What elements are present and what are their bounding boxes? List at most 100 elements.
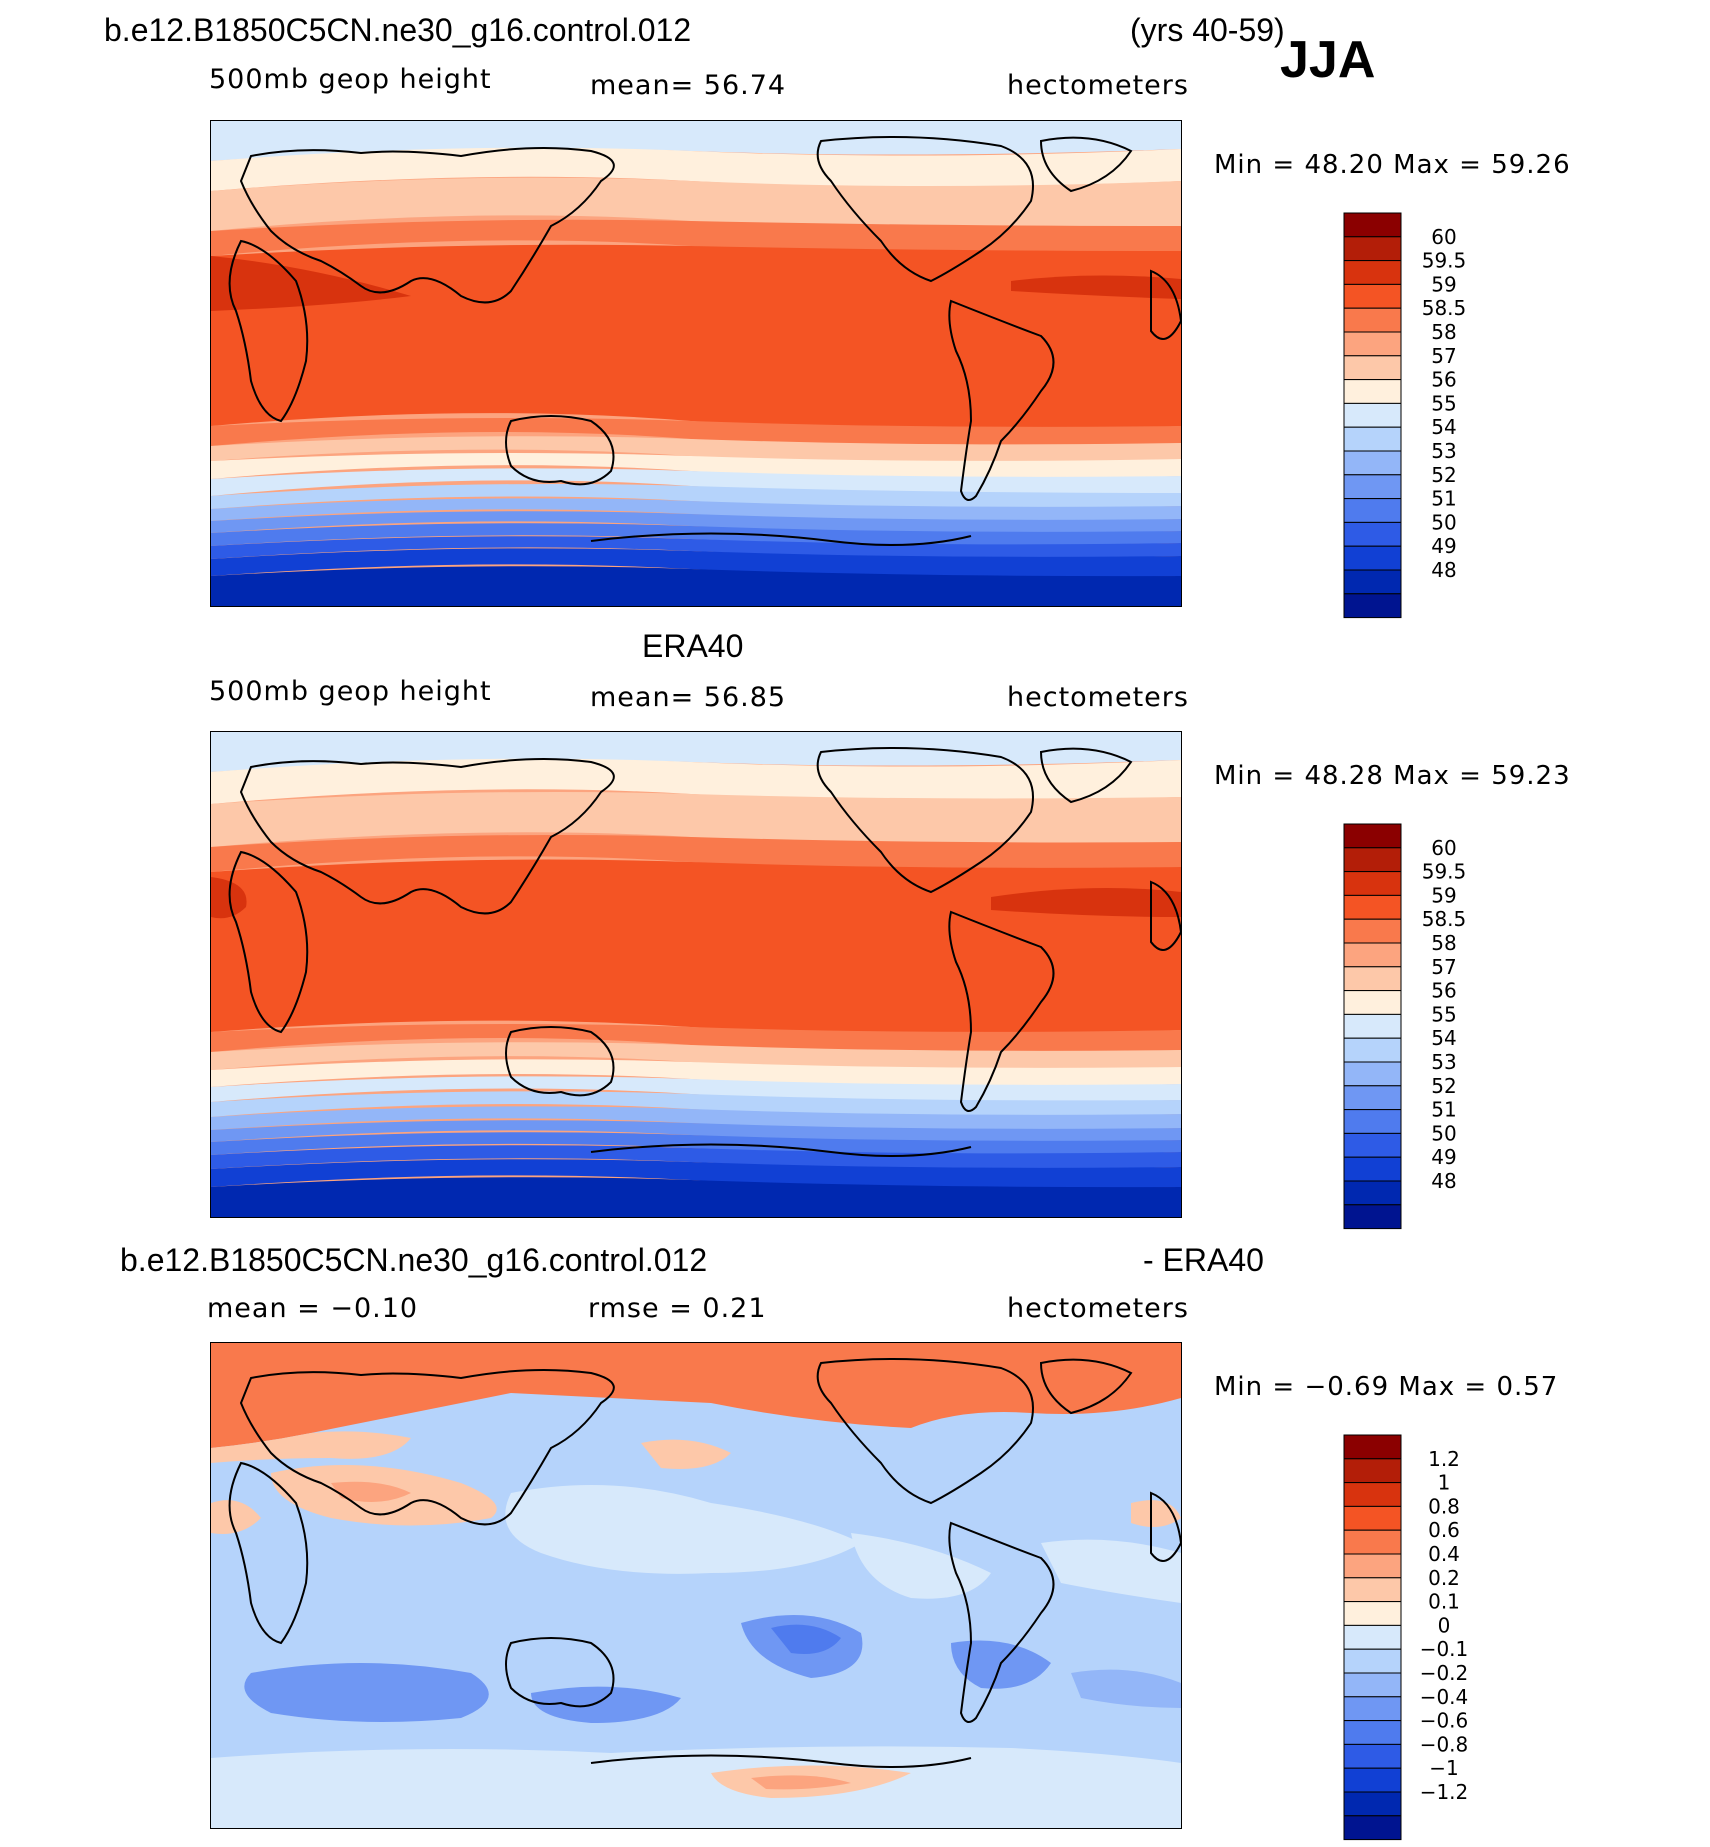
colorbar-swatch [1343,1204,1402,1230]
colorbar-swatch [1343,1458,1402,1484]
panel3-title-right: - ERA40 [1143,1242,1264,1278]
colorbar-swatch [1343,569,1402,595]
colorbar-swatch [1343,1648,1402,1674]
colorbar-swatch [1343,1061,1402,1087]
map-band [211,1431,411,1463]
panel2-map-svg [211,732,1181,1217]
panel1-map [210,120,1182,607]
colorbar-tick-label: 49 [1431,1145,1456,1169]
colorbar-swatch [1343,1791,1402,1817]
colorbar-swatch [1343,1553,1402,1579]
colorbar-svg: 1.210.80.60.40.20.10−0.1−0.2−0.4−0.6−0.8… [1343,1434,1469,1841]
colorbar-swatch [1343,212,1402,238]
colorbar-tick-label: 1.2 [1428,1447,1460,1471]
panel3-units: hectometers [1007,1293,1189,1324]
colorbar-swatch [1343,1037,1402,1063]
colorbar-swatch [1343,1434,1402,1460]
map-band [211,1177,1181,1217]
colorbar-swatch [1343,402,1402,428]
colorbar-swatch [1343,1529,1402,1555]
panel2-minmax: Min = 48.28 Max = 59.23 [1214,761,1571,791]
colorbar-tick-label: −0.4 [1420,1685,1469,1709]
map-band [991,888,1181,917]
map-band [505,1485,861,1574]
colorbar-tick-label: 59.5 [1422,860,1467,884]
colorbar-swatch [1343,847,1402,873]
panel2-title: ERA40 [642,628,744,664]
colorbar-swatch [1343,1767,1402,1793]
map-band [244,1663,489,1722]
panel3-rmse: rmse = 0.21 [588,1293,767,1324]
colorbar-swatch [1343,1696,1402,1722]
colorbar-swatch [1343,450,1402,476]
colorbar-swatch [1343,1180,1402,1206]
colorbar-tick-label: 56 [1431,368,1456,392]
colorbar-tick-label: −1.2 [1420,1780,1469,1804]
map-band [771,1624,841,1654]
colorbar-swatch [1343,966,1402,992]
map-band [211,1343,1181,1448]
map-band [211,147,1181,191]
colorbar-swatch [1343,307,1402,333]
colorbar-swatch [1343,1743,1402,1769]
colorbar-swatch [1343,1085,1402,1111]
colorbar-tick-label: 57 [1431,344,1456,368]
panel3-title-left: b.e12.B1850C5CN.ne30_g16.control.012 [120,1242,708,1278]
map-band [1071,1669,1181,1708]
panel3-colorbar: 1.2 1 0.8 0.6 0.4 0.2 0.1 0 −0.1 −0.2 −0.4 −0.6 −0.8… [1343,1434,1514,1844]
colorbar-tick-label: 53 [1431,1050,1456,1074]
map-band [751,1775,851,1790]
colorbar-swatch [1343,426,1402,452]
colorbar-tick-label: 0.6 [1428,1518,1460,1542]
colorbar-tick-label: 55 [1431,391,1456,415]
map-band [211,1343,1181,1828]
colorbar-tick-label: 0.4 [1428,1542,1460,1566]
map-band [1041,1539,1181,1603]
panel2-units: hectometers [1007,682,1189,713]
map-band [211,1132,1181,1155]
panel2-mean: mean= 56.85 [590,682,787,713]
colorbar-swatch [1343,1013,1402,1039]
colorbar-tick-label: 54 [1431,1026,1456,1050]
colorbar-tick-label: 58 [1431,320,1456,344]
colorbar-swatch [1343,1601,1402,1626]
case-title: b.e12.B1850C5CN.ne30_g16.control.012 [104,12,692,48]
colorbar-swatch [1343,1482,1402,1507]
map-band [211,1145,1181,1169]
map-band [851,1533,991,1599]
map-band [211,1059,1181,1088]
colorbar-tick-label: −0.2 [1420,1661,1469,1685]
colorbar-tick-label: 1 [1438,1471,1451,1495]
season-label: JJA [1280,31,1376,89]
colorbar-swatch [1343,1720,1402,1745]
colorbar-swatch [1343,379,1402,404]
colorbar-tick-label: 60 [1431,225,1456,249]
panel3-minmax: Min = −0.69 Max = 0.57 [1214,1372,1559,1402]
coastlines [228,747,1181,1157]
colorbar-tick-label: −1 [1429,1756,1458,1780]
colorbar-tick-label: 50 [1431,510,1456,534]
colorbar-swatch [1343,1109,1402,1134]
map-band [211,468,1181,496]
panel1-map-svg [211,121,1181,606]
panel1-minmax: Min = 48.20 Max = 59.26 [1214,150,1571,180]
colorbar-tick-label: 56 [1431,979,1456,1003]
map-band [531,1686,681,1723]
colorbar-swatch [1343,474,1402,500]
colorbar-tick-label: 58.5 [1422,296,1467,320]
colorbar-swatch [1343,1156,1402,1182]
colorbar-tick-label: 53 [1431,439,1456,463]
colorbar-tick-label: −0.8 [1420,1732,1469,1756]
colorbar-swatch [1343,871,1402,896]
colorbar-tick-label: 0 [1438,1613,1451,1637]
colorbar-swatch [1343,823,1402,849]
colorbar-swatch [1343,990,1402,1015]
colorbar-tick-label: −0.1 [1420,1637,1469,1661]
colorbar-swatch [1343,521,1402,547]
colorbar-tick-label: 59.5 [1422,249,1467,273]
map-band [211,758,1181,804]
coastlines [228,136,1181,546]
panel1-mean: mean= 56.74 [590,70,787,101]
